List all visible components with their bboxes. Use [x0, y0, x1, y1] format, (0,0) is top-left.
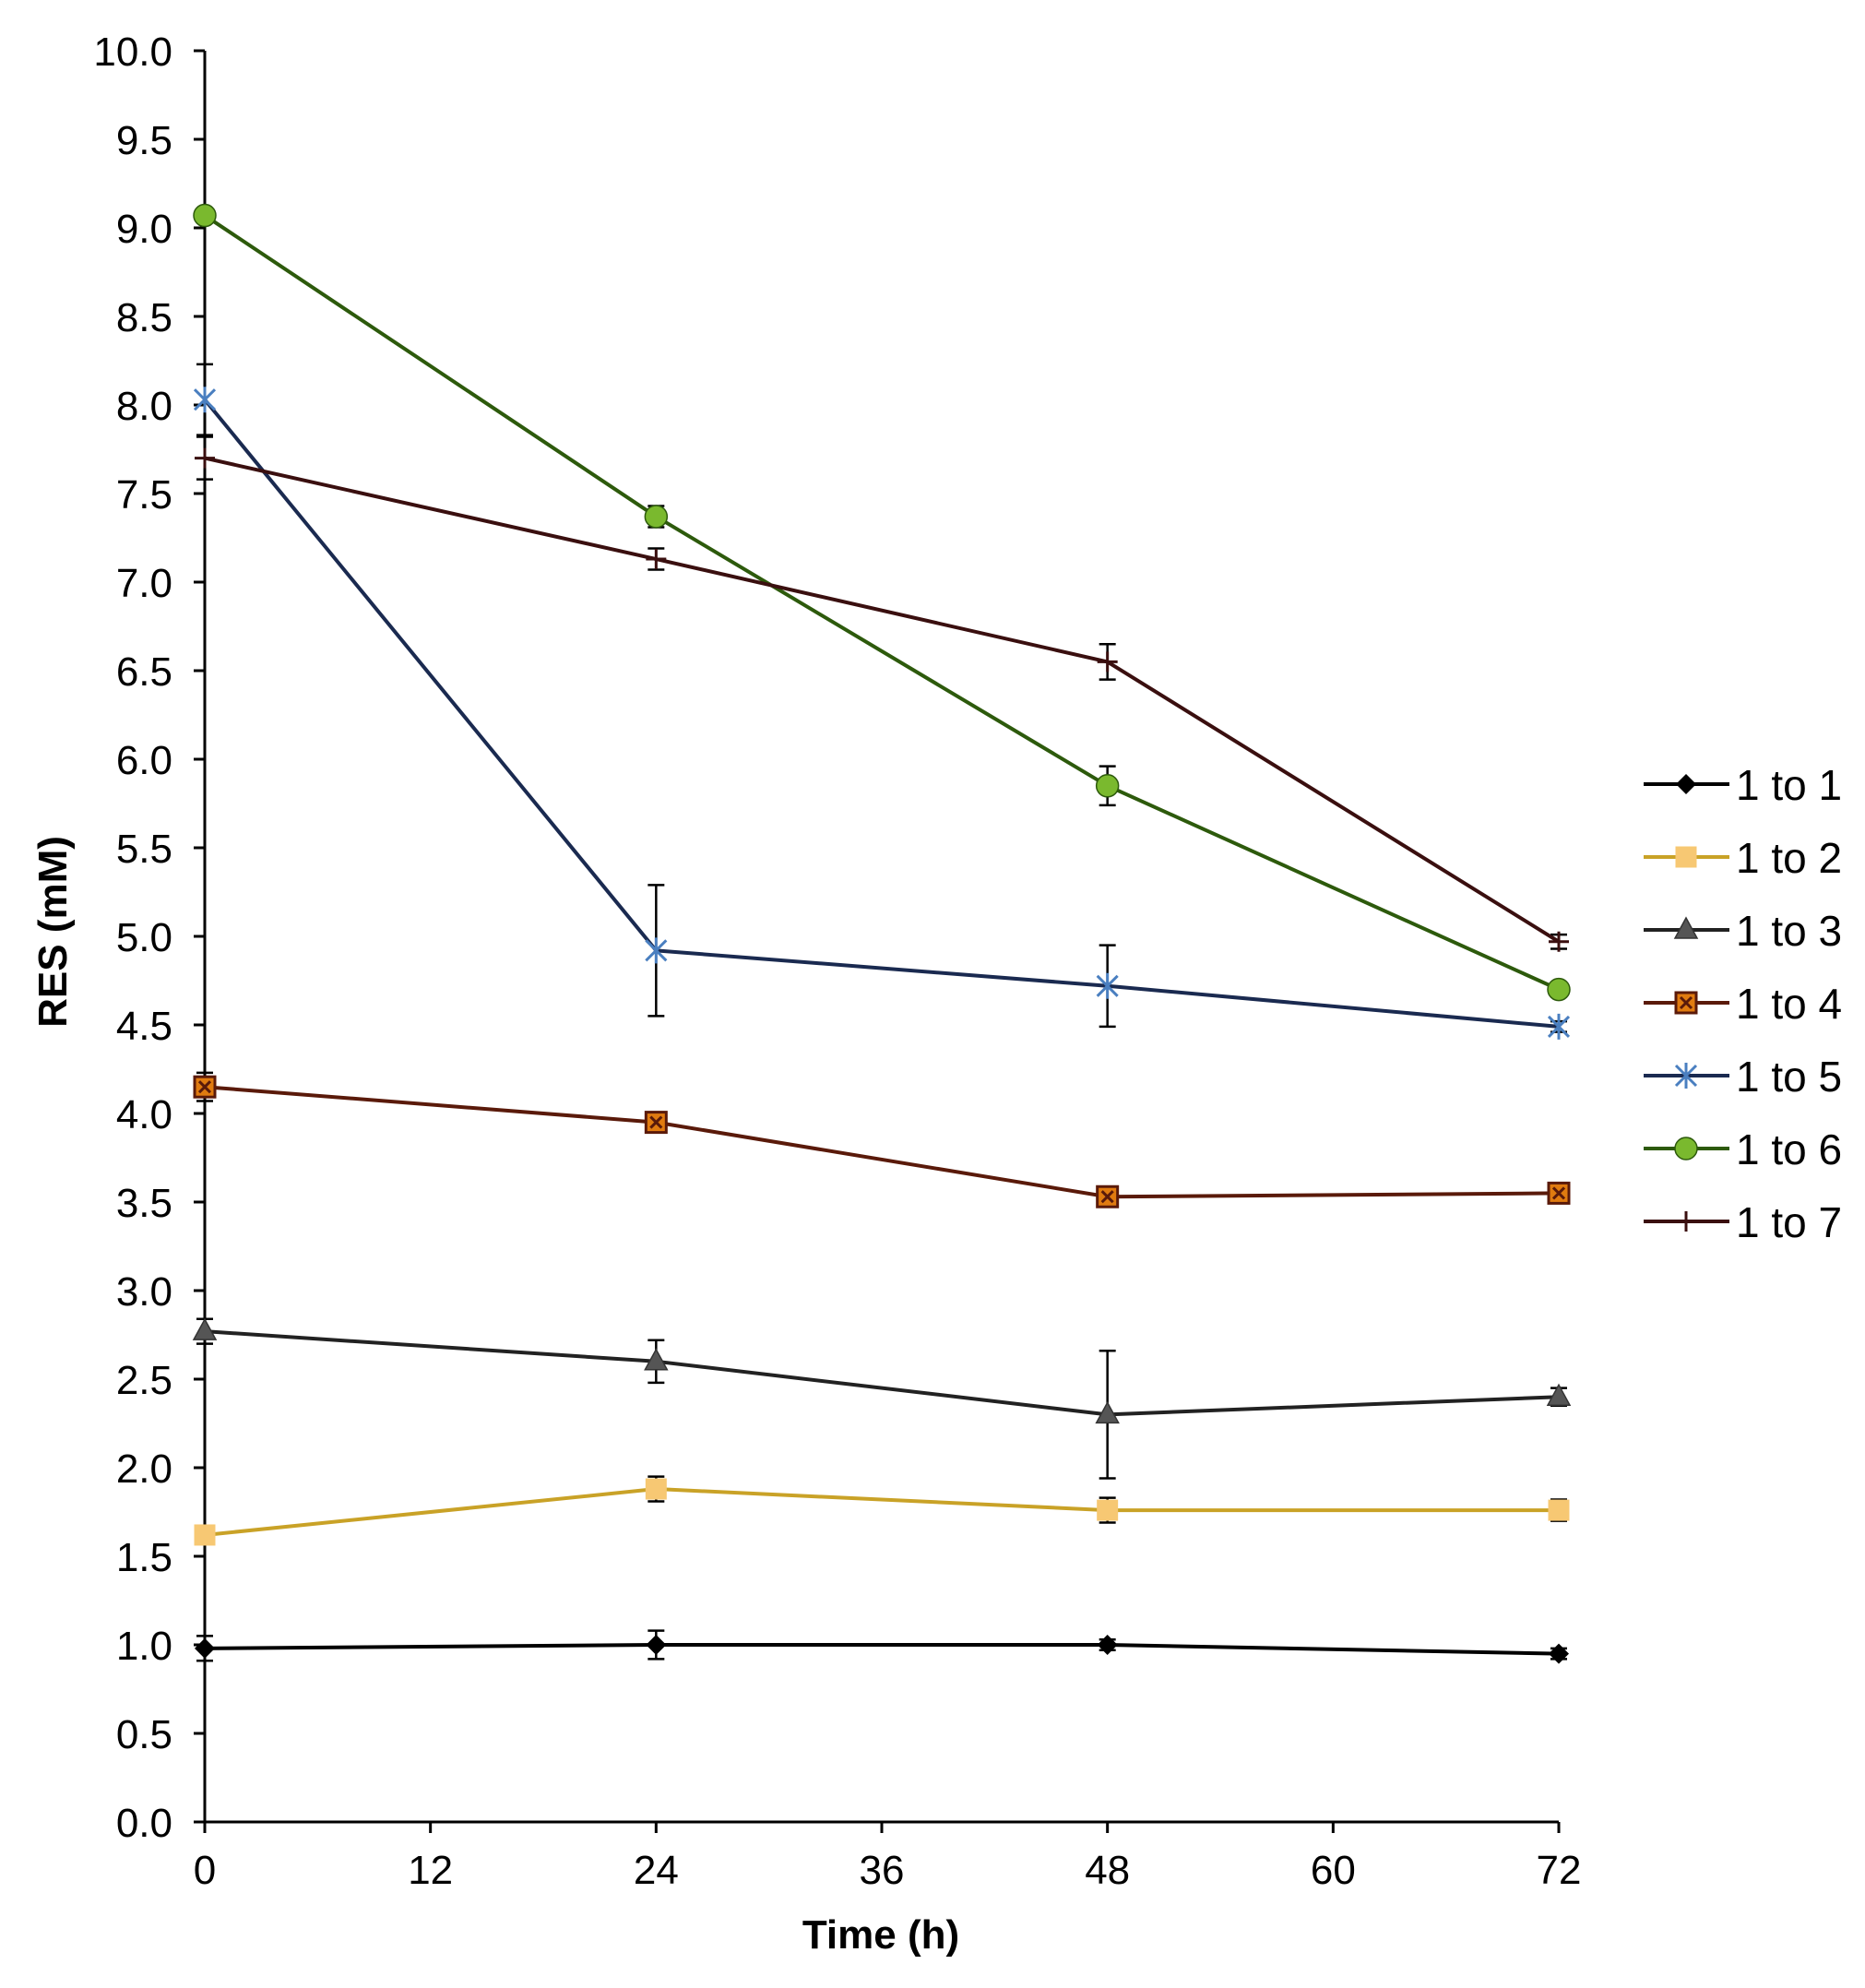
data-point-1-to-7 — [1549, 931, 1569, 952]
y-axis-title: RES (mM) — [30, 836, 76, 1028]
y-tick-label: 1.0 — [116, 1624, 172, 1669]
legend-item-1-to-6: 1 to 6 — [1644, 1125, 1842, 1173]
y-tick-label: 2.0 — [116, 1446, 172, 1492]
y-tick-label: 4.5 — [116, 1004, 172, 1049]
legend-label: 1 to 5 — [1736, 1053, 1842, 1101]
legend-label: 1 to 2 — [1736, 834, 1842, 882]
legend-label: 1 to 4 — [1736, 980, 1842, 1028]
data-point-1-to-6 — [1095, 774, 1120, 798]
x-tick-label: 0 — [194, 1848, 216, 1893]
data-point-1-to-2 — [194, 1524, 216, 1546]
y-tick-label: 0.5 — [116, 1712, 172, 1757]
series-lines — [203, 213, 1561, 1656]
legend-label: 1 to 1 — [1736, 761, 1842, 809]
data-point-1-to-7 — [1097, 651, 1118, 673]
y-tick-label: 5.0 — [116, 915, 172, 960]
data-point-1-to-3 — [644, 1348, 669, 1371]
x-tick-label: 48 — [1085, 1848, 1130, 1893]
series-line-1-to-7 — [204, 456, 1561, 944]
legend-marker — [1676, 1211, 1696, 1232]
series-line-1-to-2 — [204, 1487, 1559, 1537]
data-point-1-to-4 — [193, 1075, 217, 1099]
data-point-1-to-3 — [1546, 1383, 1572, 1406]
data-point-1-to-6 — [644, 505, 669, 529]
series-markers — [192, 203, 1572, 1664]
data-point-1-to-2 — [645, 1478, 667, 1500]
y-tick-label: 0.0 — [116, 1801, 172, 1846]
data-point-1-to-2 — [1097, 1499, 1119, 1521]
legend-label: 1 to 3 — [1736, 907, 1842, 955]
y-tick-label: 9.5 — [116, 118, 172, 163]
legend-item-1-to-5: 1 to 5 — [1644, 1053, 1842, 1101]
x-tick-label: 36 — [860, 1848, 905, 1893]
series-line-1-to-1 — [204, 1643, 1560, 1656]
legend-item-1-to-4: 1 to 4 — [1644, 980, 1842, 1028]
x-tick-label: 24 — [634, 1848, 679, 1893]
y-tick-label: 3.5 — [116, 1181, 172, 1226]
legend-marker — [1674, 1063, 1698, 1089]
data-point-1-to-6 — [1547, 977, 1571, 1002]
legend-item-1-to-7: 1 to 7 — [1644, 1198, 1842, 1246]
y-tick-label: 9.0 — [116, 207, 172, 252]
legend-marker — [1676, 774, 1696, 794]
y-tick-label: 6.5 — [116, 649, 172, 695]
x-tick-label: 12 — [408, 1848, 453, 1893]
data-point-1-to-4 — [1096, 1184, 1120, 1208]
data-point-1-to-7 — [195, 447, 215, 469]
legend-label: 1 to 6 — [1736, 1125, 1842, 1173]
y-tick-label: 1.5 — [116, 1535, 172, 1580]
data-point-1-to-1 — [195, 1637, 215, 1659]
y-tick-label: 8.5 — [116, 295, 172, 340]
series-line-1-to-3 — [204, 1329, 1560, 1417]
data-point-1-to-6 — [193, 203, 217, 228]
legend-item-1-to-2: 1 to 2 — [1644, 834, 1842, 882]
y-tick-label: 3.0 — [116, 1269, 172, 1315]
legend-item-1-to-3: 1 to 3 — [1644, 907, 1842, 955]
data-point-1-to-1 — [1097, 1635, 1118, 1655]
error-bars — [196, 208, 1567, 1662]
x-axis-title: Time (h) — [802, 1912, 959, 1958]
x-tick-label: 60 — [1311, 1848, 1356, 1893]
data-point-1-to-7 — [646, 549, 667, 570]
x-tick-label: 72 — [1537, 1848, 1582, 1893]
axes: 0.0 0.5 1.0 1.5 2.0 2.5 3.0 3.5 4.0 4.5 5.0 5.5 6.0 6… — [93, 30, 1581, 1893]
y-tick-label: 7.5 — [116, 472, 172, 518]
legend-marker — [1675, 846, 1697, 868]
data-point-1-to-5 — [645, 937, 668, 964]
data-point-1-to-4 — [644, 1111, 668, 1135]
data-point-1-to-2 — [1548, 1499, 1570, 1521]
legend: 1 to 1 1 to 2 1 to 3 1 to 4 1 to 5 1 to 6 1 to… — [1644, 761, 1842, 1246]
data-point-1-to-3 — [1095, 1400, 1120, 1424]
y-tick-label: 10.0 — [93, 30, 172, 75]
data-point-1-to-1 — [646, 1635, 667, 1655]
data-point-1-to-1 — [1549, 1643, 1569, 1664]
legend-marker — [1674, 1137, 1698, 1161]
legend-marker — [1673, 916, 1699, 939]
y-tick-label: 5.5 — [116, 827, 172, 872]
legend-label: 1 to 7 — [1736, 1198, 1842, 1246]
series-line-1-to-6 — [203, 213, 1560, 992]
data-point-1-to-5 — [1547, 1013, 1571, 1040]
series-line-1-to-5 — [203, 398, 1560, 1029]
legend-marker — [1674, 991, 1698, 1015]
data-point-1-to-5 — [193, 387, 217, 413]
series-line-1-to-4 — [204, 1085, 1560, 1199]
data-point-1-to-4 — [1547, 1181, 1571, 1205]
data-point-1-to-5 — [1096, 972, 1119, 999]
y-tick-label: 8.0 — [116, 384, 172, 429]
y-tick-label: 2.5 — [116, 1358, 172, 1403]
y-tick-label: 4.0 — [116, 1092, 172, 1137]
y-tick-label: 7.0 — [116, 561, 172, 606]
data-point-1-to-3 — [192, 1317, 218, 1340]
legend-item-1-to-1: 1 to 1 — [1644, 761, 1842, 809]
y-tick-label: 6.0 — [116, 738, 172, 783]
